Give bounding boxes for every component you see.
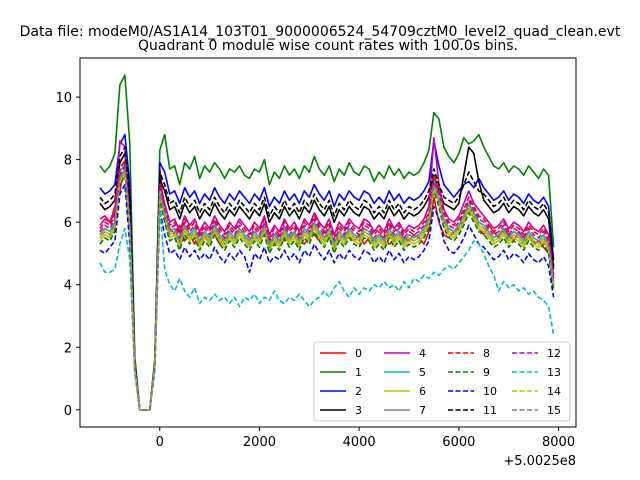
series-line-14 <box>99 171 555 411</box>
y-tick-label: 2 <box>64 341 72 356</box>
x-tick-label: 0 <box>156 435 164 450</box>
chart-title: Quadrant 0 module wise count rates with … <box>138 38 518 54</box>
x-tick-label: 4000 <box>343 435 376 450</box>
series-line-15 <box>99 168 555 411</box>
x-tick-label: 6000 <box>442 435 475 450</box>
legend-label-14: 14 <box>547 385 561 398</box>
x-tick-label: 8000 <box>542 435 575 450</box>
x-tick-label: 2000 <box>243 435 276 450</box>
series-line-4 <box>99 136 555 411</box>
series-line-9 <box>99 174 555 411</box>
series-line-11 <box>99 146 555 411</box>
y-tick-label: 8 <box>64 154 72 169</box>
legend-label-5: 5 <box>419 366 426 379</box>
legend-label-1: 1 <box>355 366 362 379</box>
x-axis-ticks: 0 2000 4000 6000 8000 <box>156 427 575 450</box>
legend-box <box>313 341 571 422</box>
legend-label-4: 4 <box>419 347 426 360</box>
series-line-10 <box>99 183 555 411</box>
y-tick-label: 10 <box>55 91 72 106</box>
series-line-13 <box>99 205 555 411</box>
series-line-6 <box>99 171 555 411</box>
legend-label-10: 10 <box>483 385 497 398</box>
legend-label-12: 12 <box>547 347 561 360</box>
y-tick-label: 6 <box>64 216 72 231</box>
legend-label-6: 6 <box>419 385 426 398</box>
legend-label-9: 9 <box>483 366 490 379</box>
legend-label-0: 0 <box>355 347 362 360</box>
legend-label-3: 3 <box>355 404 362 417</box>
legend-label-8: 8 <box>483 347 490 360</box>
series-line-1 <box>99 74 555 411</box>
legend-label-13: 13 <box>547 366 561 379</box>
y-tick-label: 4 <box>64 279 72 294</box>
legend-label-7: 7 <box>419 404 426 417</box>
y-axis-ticks: 0 2 4 6 8 10 <box>55 91 80 419</box>
series-line-3 <box>99 146 555 411</box>
series-line-8 <box>99 158 555 411</box>
legend-label-15: 15 <box>547 404 561 417</box>
plot-frame <box>79 57 577 428</box>
legend-label-2: 2 <box>355 385 362 398</box>
series-lines <box>99 74 555 411</box>
x-offset-label: +5.0025e8 <box>503 454 576 469</box>
legend-label-11: 11 <box>483 404 497 417</box>
series-line-12 <box>99 165 555 411</box>
y-tick-label: 0 <box>64 404 72 419</box>
figure-suptitle: Data file: modeM0/AS1A14_103T01_90000065… <box>20 24 621 40</box>
